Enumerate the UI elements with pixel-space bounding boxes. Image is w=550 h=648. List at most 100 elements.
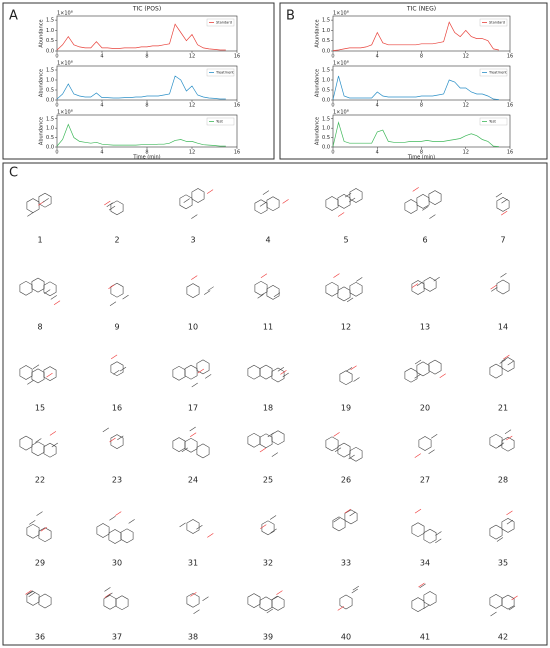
bond — [109, 437, 116, 443]
bond — [500, 273, 507, 278]
compound-number: 26 — [341, 476, 351, 485]
bond — [433, 276, 440, 282]
x-tick-label: 4 — [376, 103, 379, 109]
bond — [196, 524, 203, 530]
ring — [266, 285, 280, 300]
ring — [259, 596, 273, 612]
legend-box — [479, 18, 508, 27]
compound-number: 34 — [420, 559, 430, 568]
y-tick-label: 1.0 — [322, 28, 330, 34]
bond — [207, 286, 214, 291]
bond — [49, 431, 57, 436]
trace — [332, 121, 499, 147]
ring — [184, 364, 198, 380]
bond — [51, 442, 58, 448]
ring — [271, 367, 285, 383]
bond — [197, 368, 205, 374]
ring — [423, 277, 437, 292]
bond — [506, 435, 513, 441]
bond — [352, 585, 360, 591]
ring — [418, 436, 432, 451]
bond — [280, 370, 287, 375]
bond — [414, 508, 422, 514]
multiplier: 1×10⁸ — [57, 110, 73, 116]
compound-number: 8 — [37, 323, 42, 332]
y-axis-label: Abundance — [39, 117, 45, 145]
compound-number: 30 — [112, 559, 122, 568]
bond — [346, 297, 354, 303]
y-tick-label: 1.5 — [322, 18, 330, 24]
multiplier: 1×10⁸ — [57, 61, 73, 67]
bond — [104, 200, 111, 206]
ring — [416, 361, 430, 377]
compound-number: 20 — [420, 404, 430, 413]
x-tick-label: 16 — [234, 54, 240, 60]
bond — [205, 374, 212, 379]
bond — [344, 192, 352, 198]
ring — [489, 363, 503, 379]
bond — [204, 290, 211, 295]
bond — [491, 287, 498, 292]
bond — [344, 508, 351, 514]
x-tick-label: 0 — [55, 103, 58, 109]
x-tick-label: 0 — [331, 150, 334, 156]
x-tick-label: 12 — [463, 54, 469, 60]
ring — [186, 592, 200, 608]
bond — [511, 595, 518, 601]
ring — [337, 442, 351, 458]
bond — [202, 596, 209, 602]
compound-number: 11 — [263, 323, 273, 332]
bond — [191, 275, 198, 280]
ring — [172, 437, 186, 452]
bond — [337, 606, 344, 611]
ring — [196, 359, 210, 375]
bond — [179, 522, 186, 528]
bond — [496, 537, 504, 542]
bond — [273, 292, 281, 298]
compound-number: 4 — [265, 236, 270, 245]
bond — [102, 427, 109, 433]
compound-number: 28 — [498, 476, 508, 485]
x-tick-label: 0 — [55, 150, 58, 156]
bond — [259, 202, 267, 207]
bond — [333, 432, 340, 437]
legend-box — [206, 117, 235, 126]
compound-number: 17 — [188, 404, 198, 413]
ring — [259, 364, 273, 380]
ring — [43, 442, 57, 458]
bond — [414, 374, 421, 379]
bond — [113, 369, 120, 375]
ring — [196, 443, 210, 459]
compound-number: 13 — [420, 323, 430, 332]
ring — [103, 594, 117, 610]
ring — [349, 188, 363, 203]
bond — [40, 527, 47, 532]
ring — [186, 519, 200, 534]
ring — [110, 282, 124, 298]
compound-number: 1 — [37, 236, 42, 245]
x-tick-label: 8 — [420, 150, 423, 156]
ring — [26, 198, 40, 213]
compound-number: 31 — [188, 559, 198, 568]
y-tick-label: 0.0 — [46, 98, 54, 104]
legend-label: Treatment — [488, 71, 507, 75]
legend-label: Test — [215, 120, 224, 124]
x-axis-label: Time (min) — [407, 155, 435, 161]
bond — [435, 531, 442, 536]
compound-number: 19 — [341, 404, 351, 413]
bond — [26, 590, 33, 595]
ring — [325, 196, 339, 211]
ring — [423, 591, 437, 606]
bond — [191, 214, 198, 219]
ring — [96, 523, 110, 538]
ring — [38, 593, 52, 609]
x-tick-label: 4 — [376, 54, 379, 60]
y-tick-label: 0.0 — [322, 145, 330, 151]
multiplier: 1×10⁸ — [333, 11, 349, 17]
ring — [501, 518, 515, 533]
ring — [247, 364, 261, 380]
bond — [416, 281, 424, 287]
y-tick-label: 0.5 — [46, 38, 54, 44]
bond — [345, 367, 353, 372]
ring — [489, 594, 503, 609]
